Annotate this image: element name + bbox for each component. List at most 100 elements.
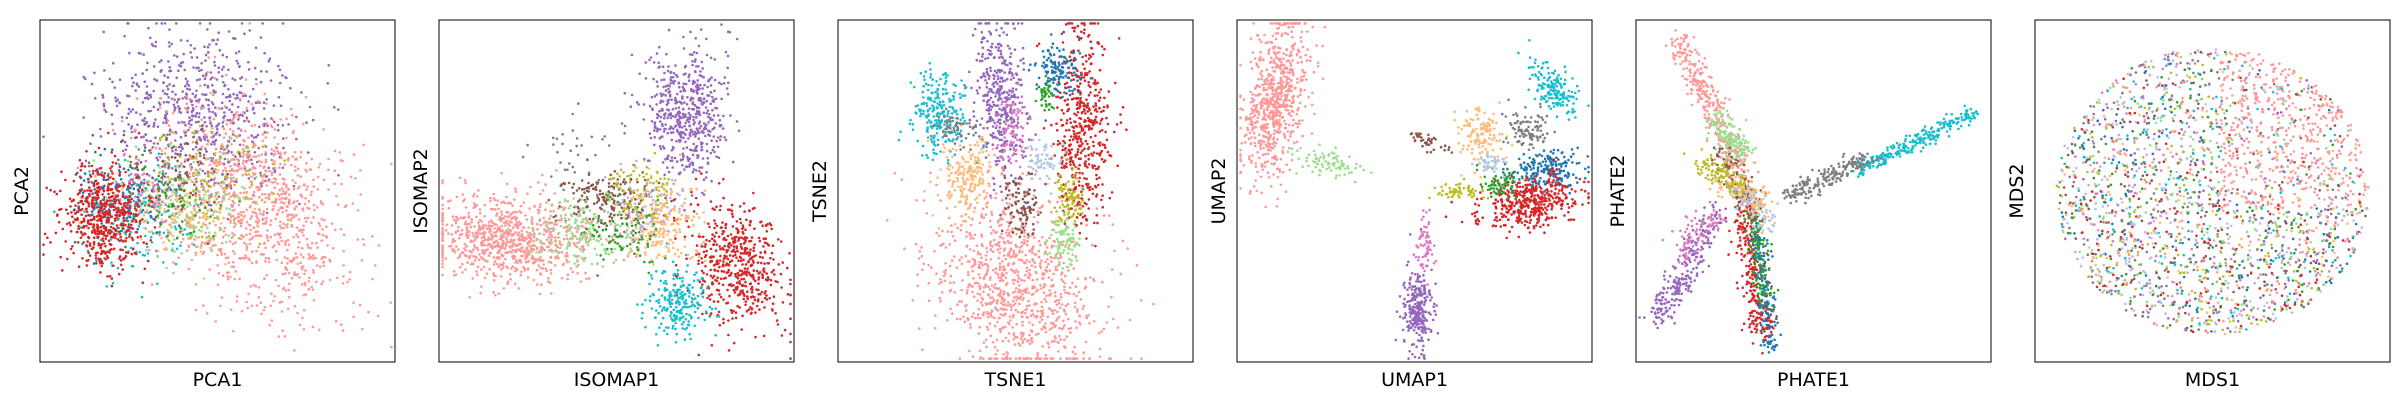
scatter-point bbox=[579, 280, 583, 283]
scatter-point bbox=[280, 239, 284, 243]
scatter-point bbox=[96, 186, 99, 189]
scatter-point bbox=[90, 203, 94, 206]
scatter-point bbox=[458, 236, 461, 240]
scatter-point bbox=[71, 245, 74, 248]
scatter-point bbox=[726, 54, 730, 58]
scatter-point bbox=[320, 282, 323, 286]
scatter-point bbox=[271, 159, 274, 162]
scatter-point bbox=[90, 247, 94, 251]
scatter-point bbox=[505, 265, 508, 268]
scatter-point bbox=[315, 241, 318, 245]
scatter-point bbox=[789, 340, 792, 344]
scatter-point bbox=[137, 224, 141, 228]
scatter-point bbox=[549, 210, 552, 213]
scatter-point bbox=[118, 202, 121, 205]
scatter-point bbox=[259, 185, 262, 189]
scatter-point bbox=[194, 192, 197, 195]
scatter-point bbox=[475, 215, 478, 219]
scatter-point bbox=[120, 187, 124, 191]
scatter-point bbox=[516, 261, 519, 264]
scatter-point bbox=[772, 258, 775, 261]
scatter-point bbox=[152, 190, 156, 193]
scatter-point bbox=[185, 102, 189, 105]
scatter-point bbox=[185, 173, 189, 177]
scatter-point bbox=[753, 243, 756, 246]
scatter-point bbox=[340, 182, 343, 186]
scatter-point bbox=[179, 61, 183, 65]
scatter-point bbox=[511, 245, 514, 248]
scatter-point bbox=[717, 289, 721, 292]
scatter-point bbox=[92, 262, 96, 265]
scatter-point bbox=[222, 169, 225, 172]
scatter-point bbox=[72, 220, 75, 224]
scatter-point bbox=[164, 188, 167, 191]
scatter-point bbox=[630, 53, 634, 57]
scatter-point bbox=[476, 265, 480, 269]
scatter-point bbox=[267, 166, 271, 170]
scatter-point bbox=[211, 127, 214, 130]
scatter-point bbox=[706, 93, 709, 97]
scatter-point bbox=[76, 193, 80, 196]
scatter-point bbox=[130, 264, 134, 268]
scatter-point bbox=[145, 68, 148, 72]
scatter-point bbox=[359, 169, 362, 172]
scatter-point bbox=[295, 273, 298, 277]
scatter-point bbox=[552, 210, 555, 213]
scatter-point bbox=[687, 111, 691, 115]
scatter-point bbox=[207, 56, 210, 59]
scatter-point bbox=[704, 106, 708, 109]
scatter-point bbox=[72, 179, 76, 183]
scatter-point bbox=[100, 170, 104, 174]
scatter-point bbox=[278, 198, 282, 201]
scatter-point bbox=[694, 58, 697, 61]
scatter-point bbox=[93, 71, 96, 75]
scatter-point bbox=[276, 240, 280, 244]
scatter-point bbox=[655, 112, 659, 116]
scatter-point bbox=[103, 213, 106, 216]
scatter-point bbox=[273, 136, 277, 139]
scatter-point bbox=[233, 78, 237, 82]
scatter-point bbox=[717, 310, 721, 314]
scatter-point bbox=[711, 233, 714, 236]
scatter-point bbox=[280, 261, 284, 265]
scatter-point bbox=[464, 181, 467, 185]
scatter-point bbox=[220, 101, 224, 105]
scatter-point bbox=[743, 270, 747, 274]
scatter-point bbox=[680, 102, 683, 105]
scatter-point bbox=[450, 233, 454, 236]
scatter-point bbox=[122, 219, 125, 223]
scatter-point bbox=[487, 237, 491, 241]
scatter-point bbox=[698, 170, 701, 173]
scatter-point bbox=[209, 121, 212, 124]
scatter-point bbox=[697, 137, 701, 140]
scatter-point bbox=[765, 230, 769, 233]
scatter-point bbox=[214, 202, 218, 206]
scatter-point bbox=[758, 255, 762, 259]
scatter-point bbox=[193, 132, 196, 135]
scatter-point bbox=[489, 199, 492, 203]
scatter-point bbox=[339, 323, 343, 326]
scatter-point bbox=[489, 196, 492, 200]
scatter-point bbox=[291, 179, 294, 182]
scatter-point bbox=[754, 279, 757, 283]
scatter-point bbox=[87, 213, 90, 217]
scatter-point bbox=[741, 289, 744, 292]
scatter-point bbox=[323, 255, 327, 259]
scatter-point bbox=[127, 107, 131, 111]
scatter-point bbox=[254, 155, 258, 159]
scatter-point bbox=[224, 256, 228, 260]
scatter-point bbox=[236, 216, 240, 219]
scatter-point bbox=[294, 214, 298, 217]
scatter-point bbox=[165, 266, 168, 270]
scatter-point bbox=[776, 323, 780, 326]
scatter-point bbox=[725, 87, 729, 90]
scatter-point bbox=[256, 224, 259, 227]
scatter-point bbox=[166, 237, 169, 240]
scatter-point bbox=[208, 163, 212, 167]
scatter-point bbox=[550, 292, 553, 295]
scatter-point bbox=[664, 89, 668, 92]
scatter-point bbox=[168, 143, 172, 147]
scatter-point bbox=[167, 60, 170, 63]
scatter-point bbox=[700, 60, 704, 64]
scatter-point bbox=[154, 136, 157, 139]
